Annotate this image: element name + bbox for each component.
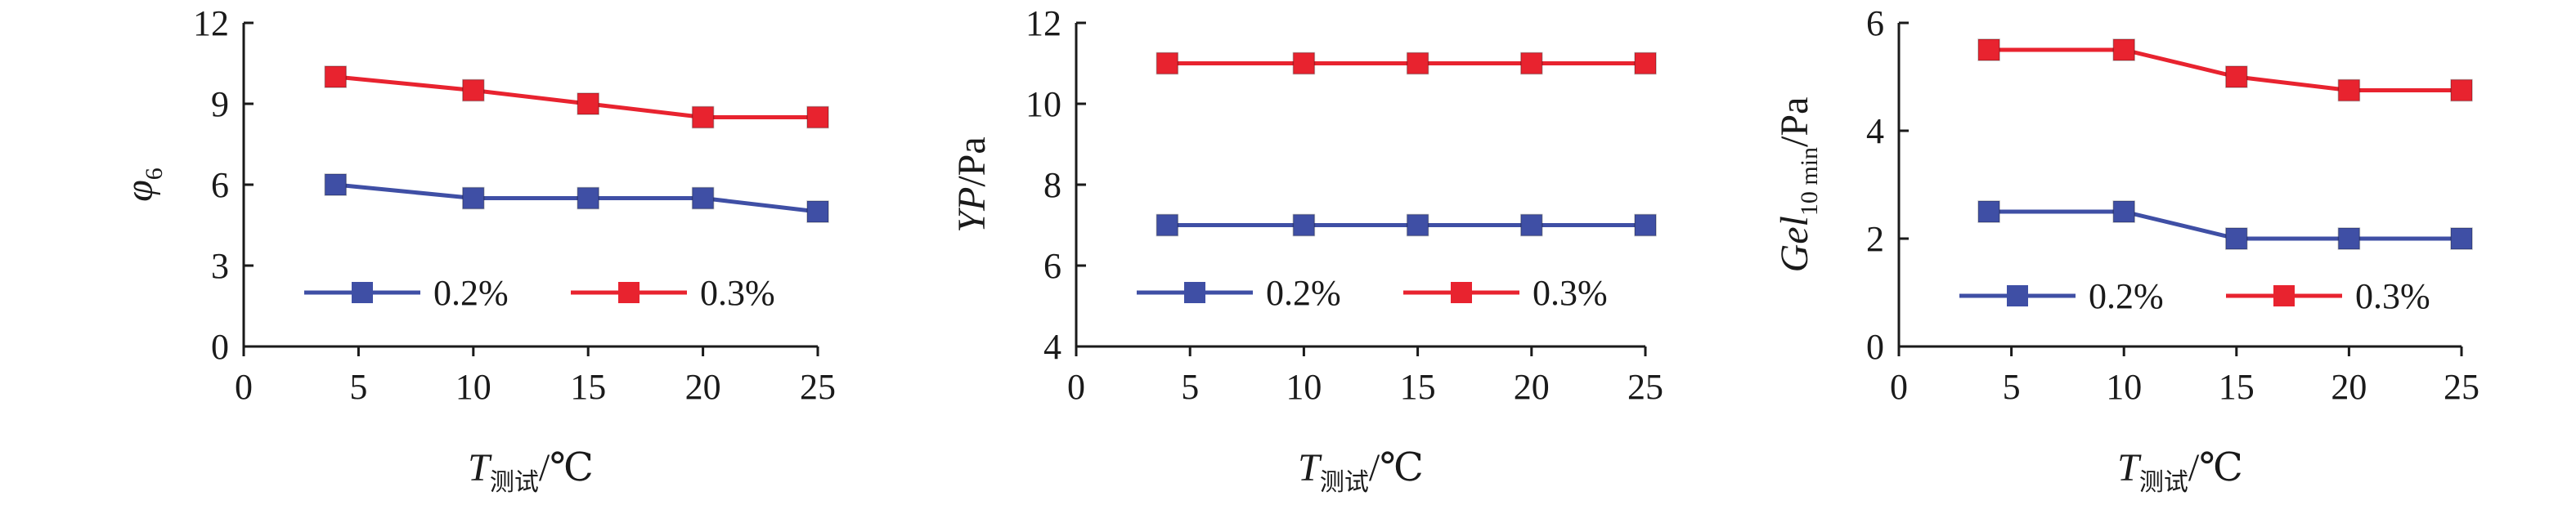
legend-label: 0.2%	[2089, 276, 2164, 316]
data-point-0.2%	[2337, 227, 2361, 250]
x-tick-label: 20	[1514, 367, 1550, 407]
y-tick-label: 4	[1043, 327, 1061, 367]
chart-panel-1: 0 3 6 9 12 0 5 10 15 20 25 T测试/℃ φ6 0.2% 0.3%	[118, 3, 836, 496]
data-point-0.3%	[2337, 78, 2361, 102]
y-tick-label: 4	[1866, 111, 1884, 151]
data-point-0.2%	[2450, 227, 2473, 250]
x-tick-label: 15	[2219, 367, 2255, 407]
x-tick-label: 5	[349, 367, 367, 407]
data-point-0.2%	[2112, 200, 2135, 223]
data-point-0.2%	[1156, 213, 1179, 237]
x-tick-label: 5	[2003, 367, 2021, 407]
legend-swatch-marker	[2007, 285, 2028, 306]
chart-panel-2: 4 6 8 10 12 0 5 10 15 20 25 T测试/℃ YP/Pa 0.2% 0.3%	[950, 3, 1663, 496]
legend-label: 0.3%	[1533, 273, 1608, 313]
data-point-0.3%	[2225, 65, 2248, 88]
y-tick-label: 6	[1866, 3, 1884, 43]
legend-label: 0.2%	[433, 273, 509, 313]
data-point-0.2%	[324, 173, 348, 196]
y-tick-label: 12	[193, 3, 229, 43]
data-point-0.3%	[806, 105, 829, 129]
y-tick-label: 10	[1025, 84, 1061, 124]
y-tick-label: 12	[1025, 3, 1061, 43]
data-point-0.2%	[691, 186, 715, 210]
x-tick-label: 25	[2444, 367, 2480, 407]
data-point-0.2%	[577, 186, 599, 210]
legend-label: 0.3%	[700, 273, 775, 313]
data-point-0.3%	[577, 92, 599, 115]
data-point-0.3%	[324, 65, 348, 88]
data-point-0.3%	[2112, 38, 2135, 61]
y-tick-label: 0	[211, 327, 229, 367]
data-point-0.3%	[1292, 51, 1316, 75]
series-line-0.3%	[335, 74, 818, 119]
y-tick-label: 0	[1866, 327, 1884, 367]
data-point-0.3%	[1977, 38, 2000, 61]
y-tick-label: 6	[211, 165, 229, 205]
legend-label: 0.2%	[1266, 273, 1341, 313]
x-tick-label: 15	[1400, 367, 1436, 407]
x-tick-label: 20	[2331, 367, 2367, 407]
x-tick-label: 10	[456, 367, 491, 407]
x-tick-label: 10	[1286, 367, 1322, 407]
legend-swatch-marker	[1184, 282, 1205, 303]
data-point-0.3%	[691, 105, 715, 129]
x-axis-label: T测试/℃	[1298, 446, 1424, 496]
y-axis-label: φ6	[118, 168, 168, 202]
series-line-0.2%	[335, 182, 819, 214]
y-tick-label: 2	[1866, 219, 1884, 259]
data-point-0.2%	[1292, 213, 1316, 237]
data-point-0.3%	[1634, 51, 1657, 75]
chart-panel-3: 0 2 4 6 0 5 10 15 20 25 T测试/℃ Gel10 min/Pa 0.2% 0.3%	[1773, 3, 2480, 496]
y-axis-label: YP/Pa	[950, 136, 994, 232]
x-tick-label: 0	[1067, 367, 1085, 407]
legend-swatch-marker	[618, 282, 640, 303]
x-tick-label: 10	[2106, 367, 2142, 407]
y-tick-label: 6	[1043, 246, 1061, 286]
data-point-0.2%	[1977, 200, 2000, 223]
data-point-0.3%	[1520, 51, 1543, 75]
data-point-0.3%	[1406, 51, 1429, 75]
legend-swatch-marker	[1451, 282, 1472, 303]
x-tick-label: 0	[235, 367, 253, 407]
y-tick-label: 3	[211, 246, 229, 286]
data-point-0.3%	[1156, 51, 1179, 75]
data-point-0.2%	[462, 186, 485, 210]
x-tick-label: 25	[800, 367, 836, 407]
x-tick-label: 15	[570, 367, 606, 407]
legend-label: 0.3%	[2355, 276, 2430, 316]
x-tick-label: 20	[685, 367, 721, 407]
data-point-0.3%	[2450, 78, 2473, 102]
series-line-0.3%	[1989, 47, 2462, 92]
x-tick-label: 25	[1627, 367, 1663, 407]
x-axis-label: T测试/℃	[2117, 446, 2243, 496]
x-tick-label: 5	[1181, 367, 1199, 407]
y-axis-label: Gel10 min/Pa	[1773, 97, 1823, 273]
data-point-0.3%	[462, 78, 485, 102]
y-tick-label: 9	[211, 84, 229, 124]
legend-swatch-marker	[352, 282, 373, 303]
x-tick-label: 0	[1890, 367, 1908, 407]
data-point-0.2%	[1520, 213, 1543, 237]
data-point-0.2%	[1634, 213, 1657, 237]
y-tick-label: 8	[1043, 165, 1061, 205]
legend-swatch-marker	[2273, 285, 2295, 306]
data-point-0.2%	[1406, 213, 1429, 237]
data-point-0.2%	[2225, 227, 2248, 250]
series-line-0.2%	[1989, 209, 2462, 241]
data-point-0.2%	[806, 200, 829, 223]
x-axis-label: T测试/℃	[468, 446, 594, 496]
